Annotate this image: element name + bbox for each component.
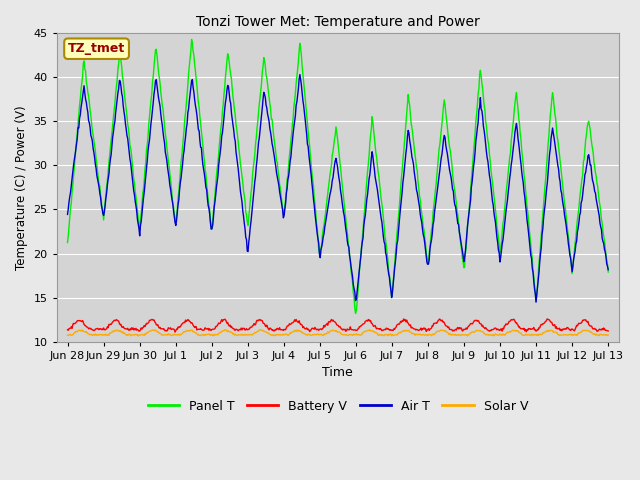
Line: Air T: Air T [68,74,608,302]
Solar V [420,332,428,337]
Legend: Panel T, Battery V, Air T, Solar V: Panel T, Battery V, Air T, Solar V [143,395,533,418]
Panel T [352,311,360,316]
Line: Battery V: Battery V [68,319,608,332]
Panel T [184,83,192,88]
Battery V [404,320,412,326]
Air T [296,72,304,77]
Battery V [604,328,612,334]
Air T [184,110,192,116]
Air T [64,212,72,217]
Text: TZ_tmet: TZ_tmet [68,42,125,55]
Battery V [543,316,551,322]
Air T [532,299,540,305]
Solar V [64,332,72,338]
Air T [604,267,612,273]
Line: Panel T: Panel T [68,39,608,313]
Panel T [74,130,81,136]
Panel T [129,168,137,174]
Panel T [421,234,429,240]
X-axis label: Time: Time [323,367,353,380]
Title: Tonzi Tower Met: Temperature and Power: Tonzi Tower Met: Temperature and Power [196,15,480,29]
Line: Solar V: Solar V [68,330,608,336]
Battery V [64,327,72,333]
Battery V [185,317,193,323]
Solar V [256,327,264,333]
Solar V [74,329,81,335]
Panel T [405,98,413,104]
Solar V [604,332,612,338]
Solar V [212,332,220,337]
Air T [74,135,81,141]
Panel T [64,240,72,245]
Y-axis label: Temperature (C) / Power (V): Temperature (C) / Power (V) [15,105,28,270]
Air T [420,234,428,240]
Air T [129,180,137,185]
Air T [212,185,220,191]
Battery V [172,329,179,335]
Solar V [404,327,412,333]
Air T [404,128,412,133]
Solar V [464,333,472,339]
Battery V [420,325,428,331]
Panel T [604,269,612,275]
Battery V [129,325,137,331]
Battery V [74,318,81,324]
Solar V [184,327,192,333]
Solar V [129,332,137,337]
Panel T [213,166,221,172]
Battery V [213,323,221,329]
Panel T [188,36,195,42]
